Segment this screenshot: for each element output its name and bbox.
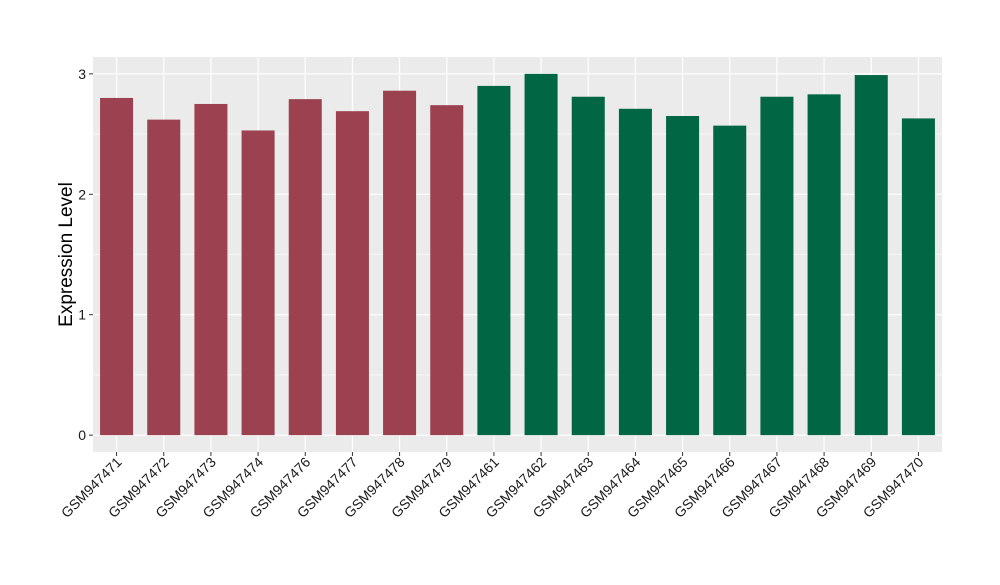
bar-GSM947478 — [383, 90, 417, 436]
bar-GSM947462 — [524, 73, 558, 436]
bar-GSM947471 — [100, 97, 134, 436]
bar-GSM947464 — [618, 108, 652, 436]
y-axis-label: Expression Level — [56, 182, 77, 327]
y-axis: 0 1 2 3 — [78, 66, 93, 443]
bar-GSM947470 — [901, 118, 935, 436]
y-tick-label: 3 — [78, 66, 86, 82]
bar-GSM947469 — [854, 75, 888, 436]
bar-GSM947477 — [335, 111, 369, 436]
bar-GSM947466 — [713, 125, 747, 436]
bar-GSM947468 — [807, 94, 841, 436]
minor-gridlines — [93, 133, 942, 376]
bar-GSM947473 — [194, 103, 228, 436]
bar-GSM947461 — [477, 85, 511, 436]
x-axis: GSM947471GSM947472GSM947473GSM947474GSM9… — [58, 452, 927, 521]
y-tick-label: 0 — [78, 427, 86, 443]
bar-GSM947476 — [288, 99, 322, 436]
bar-GSM947465 — [666, 116, 700, 436]
y-tick-label: 1 — [78, 307, 86, 323]
bars — [100, 73, 935, 436]
y-tick-label: 2 — [78, 186, 86, 202]
bar-GSM947474 — [241, 130, 275, 436]
bar-GSM947472 — [147, 119, 181, 436]
bar-GSM947467 — [760, 96, 794, 436]
bar-GSM947479 — [430, 105, 464, 436]
bar-GSM947463 — [571, 96, 605, 436]
